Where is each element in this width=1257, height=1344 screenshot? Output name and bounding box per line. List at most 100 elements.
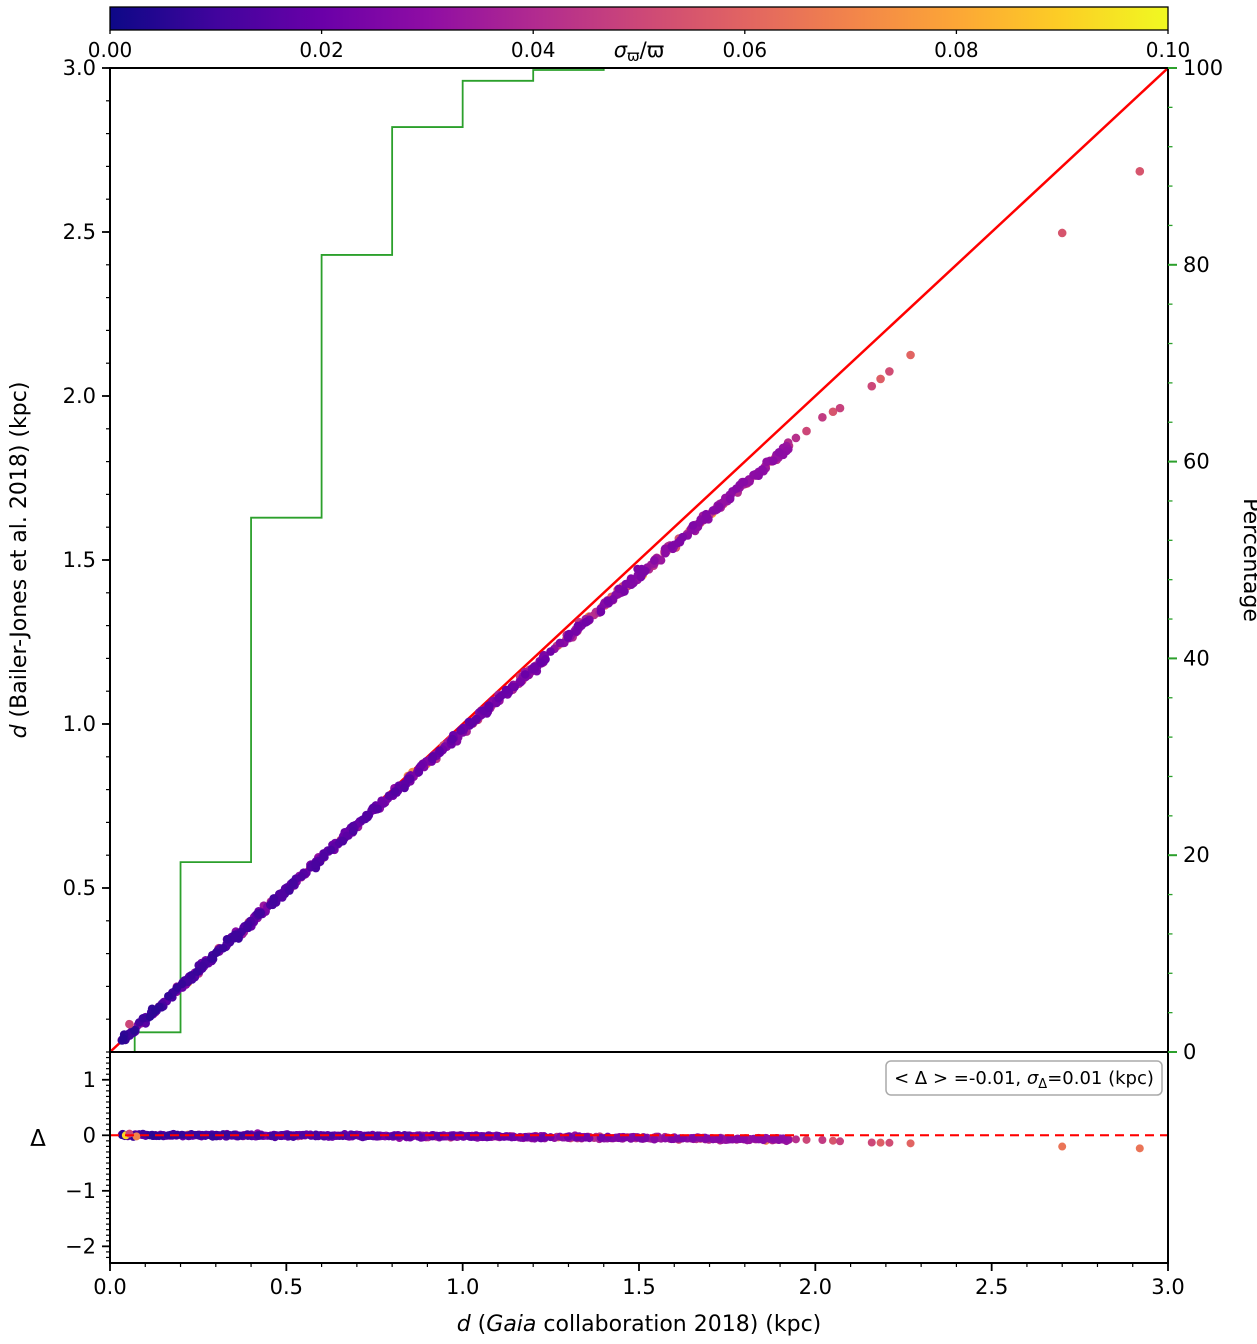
scatter-outlier-point — [818, 413, 827, 422]
residual-point — [373, 1131, 382, 1140]
residual-point — [285, 1131, 294, 1140]
scatter-outlier-point — [791, 433, 801, 443]
scatter-point — [520, 670, 530, 679]
scatter-point — [198, 961, 207, 971]
scatter-point — [269, 894, 279, 903]
residual-point — [319, 1132, 328, 1141]
scatter-point — [516, 677, 526, 687]
scatter-point — [573, 621, 583, 631]
residual-point — [435, 1132, 444, 1141]
residual-outlier-point — [125, 1129, 134, 1138]
scatter-point — [702, 512, 712, 521]
colorbar-tick-label: 0.00 — [88, 38, 133, 62]
scatter-point — [774, 447, 784, 457]
label-part: ϖ — [627, 47, 640, 65]
scatter-point — [762, 457, 771, 467]
scatter-point — [546, 647, 555, 656]
scatter-outlier-point — [802, 426, 811, 436]
residual-y-tick-label: 1 — [83, 1068, 96, 1092]
residual-point — [414, 1132, 423, 1141]
residual-outlier-point — [906, 1139, 915, 1148]
scatter-point — [714, 502, 724, 512]
scatter-point — [384, 791, 394, 800]
x-tick-label: 1.5 — [622, 1275, 655, 1299]
scatter-point — [456, 726, 465, 735]
scatter-point — [192, 967, 202, 976]
label-part: < Δ > =-0.01, — [894, 1068, 1027, 1089]
scatter-point — [172, 983, 182, 992]
residual-point — [709, 1135, 718, 1144]
scatter-point — [757, 465, 767, 474]
colorbar-label: σϖ/ϖ — [614, 38, 665, 65]
scatter-outlier-point — [125, 1019, 134, 1029]
scatter-point — [660, 544, 670, 554]
annotation-text: < Δ > =-0.01, σΔ=0.01 (kpc) — [894, 1068, 1154, 1092]
colorbar-tick-label: 0.02 — [299, 38, 344, 62]
y-axis-label: d (Bailer-Jones et al. 2018) (kpc) — [7, 382, 32, 739]
y2-tick-label: 20 — [1183, 843, 1210, 867]
scatter-point — [581, 617, 591, 627]
x-axis-label: d (Gaia collaboration 2018) (kpc) — [457, 1312, 822, 1337]
y-tick-label: 1.0 — [63, 712, 96, 736]
residual-point — [448, 1132, 457, 1141]
x-tick-label: 0.0 — [93, 1275, 126, 1299]
scatter-point — [484, 703, 494, 713]
x-tick-label: 0.5 — [270, 1275, 303, 1299]
residual-point — [775, 1135, 784, 1144]
scatter-point — [626, 574, 636, 583]
scatter-point — [428, 752, 438, 761]
residual-point — [555, 1132, 564, 1141]
residual-outlier-point — [828, 1136, 837, 1145]
label-part: =0.01 (kpc) — [1047, 1068, 1154, 1089]
scatter-point — [151, 1005, 160, 1015]
residual-point — [269, 1131, 278, 1140]
scatter-point — [633, 564, 642, 574]
colorbar-tick-label: 0.10 — [1146, 38, 1191, 62]
scatter-point — [405, 774, 415, 783]
scatter-point — [678, 532, 688, 542]
annotation-box — [885, 1060, 1163, 1096]
main-panel — [109, 67, 1169, 1053]
scatter-point — [362, 811, 372, 820]
y-tick-label: 2.5 — [63, 220, 96, 244]
scatter-point — [732, 484, 741, 493]
colorbar: 0.00 0.02 0.04 0.06 0.08 0.10 — [88, 6, 1191, 62]
colorbar-tick-label: 0.04 — [511, 38, 556, 62]
scatter-point — [768, 456, 778, 466]
scatter-point — [667, 541, 677, 551]
scatter-point — [326, 845, 336, 855]
residual-panel — [110, 1129, 1168, 1153]
residual-point — [326, 1131, 335, 1140]
label-part: σ — [1027, 1068, 1039, 1089]
scatter-point — [510, 682, 519, 692]
scatter-outlier-point — [1135, 167, 1145, 176]
colorbar-bar — [109, 6, 1169, 31]
residual-outlier-point — [1135, 1144, 1144, 1153]
x-tick-label: 1.0 — [446, 1275, 479, 1299]
residual-point — [688, 1134, 697, 1143]
scatter-outlier-point — [835, 403, 845, 413]
residual-outlier-point — [885, 1138, 894, 1147]
residual-point — [537, 1134, 546, 1143]
scatter-point — [338, 836, 348, 846]
y2-tick-label: 100 — [1183, 56, 1223, 80]
residual-y-axis-label: Δ — [30, 1126, 46, 1152]
residual-outlier-point — [876, 1138, 885, 1147]
residual-y-tick-label: 0 — [83, 1123, 96, 1147]
residual-point — [164, 1131, 173, 1140]
residual-outlier-point — [818, 1136, 827, 1145]
scatter-outlier-point — [867, 381, 877, 391]
label-part: Gaia — [486, 1312, 536, 1337]
residual-outlier-point — [791, 1135, 800, 1144]
x-tick-label: 2.0 — [799, 1275, 832, 1299]
scatter-point — [118, 1034, 128, 1043]
y-tick-label: 0.5 — [63, 876, 96, 900]
axes-decorations: 0.5 1.0 1.5 2.0 2.5 3.0 0 20 40 60 80 100 −2 −1 0 1 0.0 0… — [63, 56, 1224, 1299]
residual-outlier-point — [836, 1137, 845, 1146]
y-tick-label: 3.0 — [63, 56, 96, 80]
scatter-point — [348, 827, 358, 836]
x-tick-label: 2.5 — [975, 1275, 1008, 1299]
scatter-point — [555, 638, 565, 648]
y-tick-label: 2.0 — [63, 384, 96, 408]
